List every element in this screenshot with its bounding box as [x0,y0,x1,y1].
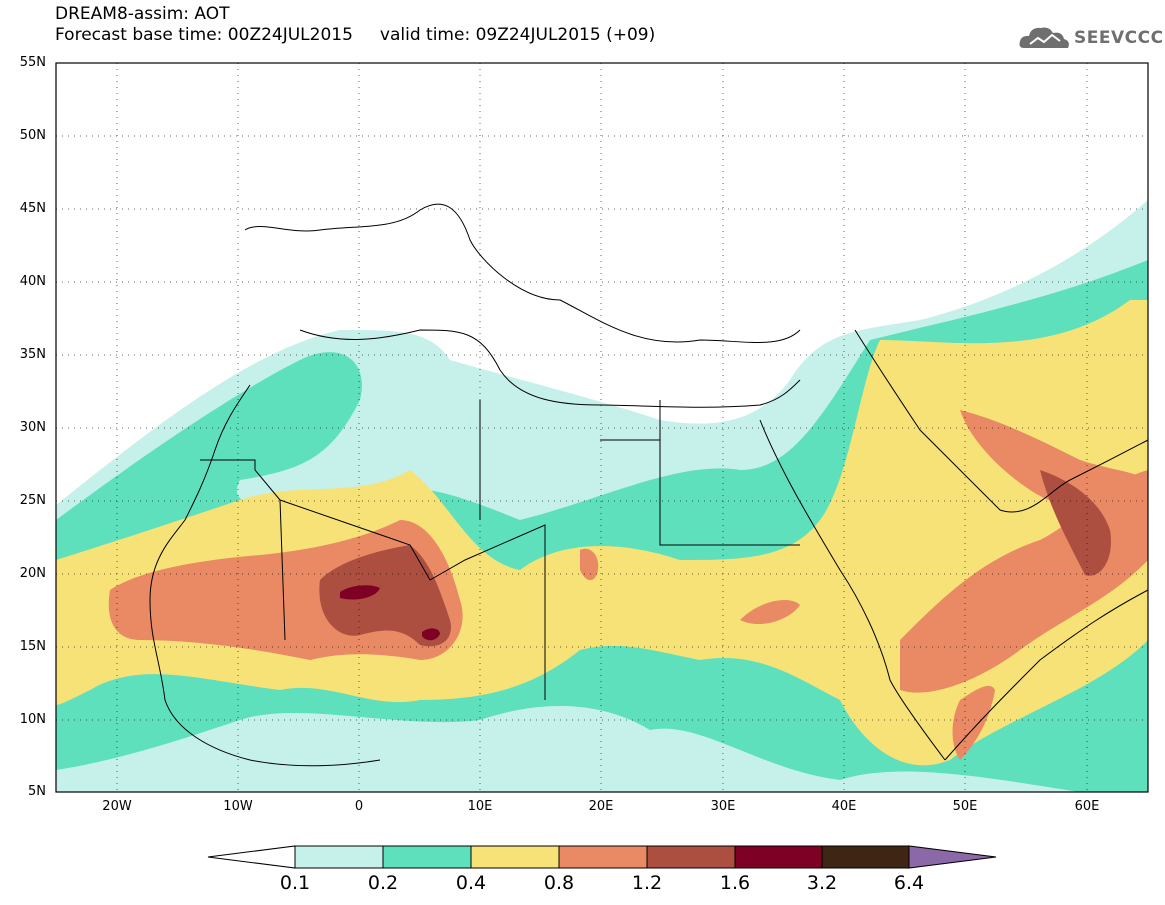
map-frame [55,62,1149,793]
logo-text: SEEVCCC [1074,28,1164,48]
colorbar [207,845,997,869]
colorbar-segment [734,845,823,869]
lat-label: 30N [19,420,46,435]
lat-label: 10N [19,712,46,727]
lon-label: 40E [831,799,857,814]
lat-label: 50N [19,128,46,143]
colorbar-segment [382,845,472,869]
colorbar-label: 3.2 [806,872,838,894]
colorbar-label: 1.6 [719,872,751,894]
lon-label: 20E [588,799,614,814]
lon-label: 10W [223,799,253,814]
lon-label: 50E [952,799,978,814]
colorbar-segment-over [908,845,997,869]
colorbar-segment [294,845,384,869]
chart-subtitle: Forecast base time: 00Z24JUL2015 valid t… [55,25,656,45]
grid-lines [56,63,1148,792]
colorbar-segment [646,845,736,869]
colorbar-label: 1.2 [631,872,663,894]
cloud-icon [1019,27,1069,48]
lat-label: 25N [19,493,46,508]
lon-label: 20W [102,799,132,814]
lat-label: 35N [19,347,46,362]
colorbar-segment [558,845,648,869]
lat-label: 40N [19,274,46,289]
lat-label: 15N [19,639,46,654]
lat-label: 20N [19,566,46,581]
lat-label: 5N [28,784,46,799]
colorbar-label: 0.8 [543,872,575,894]
seevccc-logo: SEEVCCC [1018,22,1163,56]
colorbar-segment [821,845,910,869]
lon-label: 60E [1074,799,1100,814]
colorbar-label: 0.1 [279,872,311,894]
colorbar-label: 6.4 [893,872,925,894]
aot-field [56,200,1148,792]
colorbar-label: 0.2 [367,872,399,894]
lon-label: 0 [354,799,364,814]
lon-label: 30E [710,799,736,814]
lat-label: 45N [19,201,46,216]
coastlines [149,203,1148,767]
chart-title: DREAM8-assim: AOT [55,4,230,24]
lon-label: 10E [467,799,493,814]
lat-label: 55N [19,55,46,70]
colorbar-segment-under [207,845,296,869]
colorbar-segment [470,845,560,869]
colorbar-label: 0.4 [455,872,487,894]
